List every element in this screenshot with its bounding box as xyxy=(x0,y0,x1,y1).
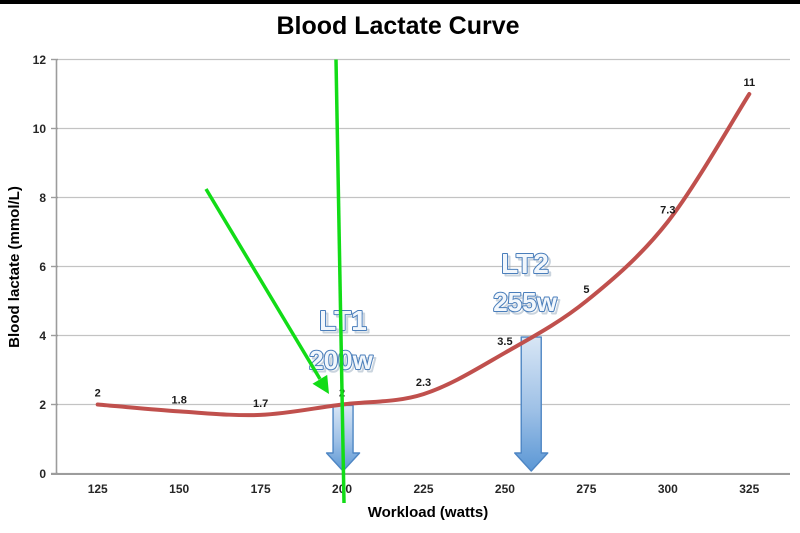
lt2-label-shadow: LT2 xyxy=(504,251,552,282)
y-tick-label: 6 xyxy=(39,260,46,274)
y-tick-label: 12 xyxy=(33,53,47,67)
y-tick-label: 4 xyxy=(39,329,46,343)
green-pointer-arrow-head xyxy=(312,374,329,394)
lt1-label-shadow: LT1 xyxy=(322,308,370,339)
lt2-watts-shadow: 255w xyxy=(496,290,560,320)
x-tick-label: 325 xyxy=(739,482,759,496)
y-axis-title: Blood lactate (mmol/L) xyxy=(6,186,23,348)
x-tick-label: 225 xyxy=(413,482,433,496)
y-tick-label: 8 xyxy=(39,191,46,205)
green-pointer-arrow-shaft xyxy=(204,188,322,380)
x-tick-label: 150 xyxy=(169,482,189,496)
green-vertical-line xyxy=(334,59,346,504)
data-labels-layer: 21.81.722.33.557.311 xyxy=(95,77,755,410)
axes-layer: 024681012125150175200225250275300325 xyxy=(33,53,790,496)
x-tick-label: 175 xyxy=(251,482,271,496)
data-label: 1.8 xyxy=(172,394,187,406)
x-axis-title: Workload (watts) xyxy=(368,504,489,521)
y-tick-label: 10 xyxy=(33,122,47,136)
x-tick-label: 300 xyxy=(658,482,678,496)
data-label: 5 xyxy=(583,284,589,296)
chart-title: Blood Lactate Curve xyxy=(276,12,520,40)
top-black-bar xyxy=(0,0,800,4)
blood-lactate-curve xyxy=(95,92,752,418)
lt1-label: LT1 xyxy=(319,305,367,336)
x-tick-label: 125 xyxy=(88,482,108,496)
data-label: 11 xyxy=(743,77,755,89)
data-label: 7.3 xyxy=(660,205,675,217)
lt2-threshold-arrow xyxy=(514,336,549,472)
lactate-curve-layer xyxy=(95,92,752,418)
data-label: 3.5 xyxy=(497,336,512,348)
lt2-watts-label: 255w xyxy=(493,287,557,317)
lt2-label: LT2 xyxy=(501,248,549,279)
lt1-watts-shadow: 200w xyxy=(312,348,376,378)
green-pointer-arrow xyxy=(204,188,329,394)
y-tick-label: 2 xyxy=(39,398,46,412)
x-tick-label: 250 xyxy=(495,482,515,496)
y-tick-label: 0 xyxy=(39,467,46,481)
data-label: 2.3 xyxy=(416,377,431,389)
data-label: 1.7 xyxy=(253,398,268,410)
data-label: 2 xyxy=(95,388,101,400)
x-tick-label: 275 xyxy=(576,482,596,496)
